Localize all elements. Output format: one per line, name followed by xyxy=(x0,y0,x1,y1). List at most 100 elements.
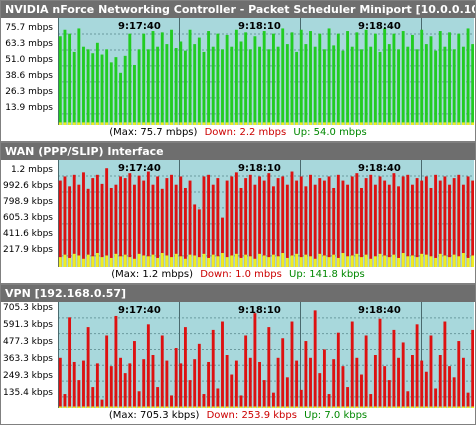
down-bar xyxy=(230,46,234,125)
up-bar xyxy=(183,258,187,267)
down-bar xyxy=(193,204,197,267)
down-bar xyxy=(207,31,211,125)
down-bar xyxy=(142,359,146,408)
up-bar xyxy=(174,406,178,408)
up-bar xyxy=(360,257,363,267)
up-bar xyxy=(434,122,438,125)
up-bar xyxy=(221,253,224,267)
up-bar xyxy=(109,406,113,408)
y-tick: 477.3 kbps xyxy=(3,337,53,347)
up-bar xyxy=(123,406,127,408)
up-bar xyxy=(443,406,447,408)
down-bar xyxy=(383,366,387,408)
up-bar xyxy=(258,406,261,408)
down-bar xyxy=(234,172,238,267)
down-bar xyxy=(360,49,363,125)
up-bar xyxy=(420,253,424,267)
down-bar xyxy=(341,366,345,408)
up-bar xyxy=(165,406,169,408)
down-bar xyxy=(415,178,419,267)
up-bar xyxy=(466,406,470,408)
up-bar xyxy=(290,122,294,125)
y-tick: 51.0 mbps xyxy=(5,55,53,65)
up-bar xyxy=(295,406,299,408)
down-bar xyxy=(276,46,280,125)
down-bar xyxy=(244,335,248,408)
up-bar xyxy=(170,257,173,267)
down-bar xyxy=(202,51,206,125)
down-bar xyxy=(281,338,285,408)
down-bar xyxy=(114,315,118,408)
up-bar xyxy=(415,257,419,267)
down-bar xyxy=(322,180,326,267)
up-bar xyxy=(332,406,336,408)
up-bar xyxy=(77,255,81,267)
down-bar xyxy=(165,178,169,267)
down-bar xyxy=(123,55,127,125)
up-bar xyxy=(146,406,150,408)
up-bar xyxy=(105,122,109,125)
up-bar xyxy=(68,406,72,408)
down-bar xyxy=(360,374,363,408)
down-bar xyxy=(299,389,303,408)
down-bar xyxy=(123,373,127,408)
down-bar xyxy=(336,332,340,408)
up-value: Up: 7.0 kbps xyxy=(304,410,368,421)
y-tick: 63.3 mbps xyxy=(5,39,53,49)
up-bar xyxy=(156,257,160,267)
down-bar xyxy=(369,46,373,125)
up-bar xyxy=(207,406,211,408)
up-bar xyxy=(276,406,280,408)
up-bar xyxy=(355,122,359,125)
up-bar xyxy=(156,122,160,125)
down-bar xyxy=(411,34,414,125)
up-bar xyxy=(355,253,359,267)
up-bar xyxy=(202,253,206,267)
up-bar xyxy=(128,257,132,267)
up-bar xyxy=(244,254,248,267)
down-bar xyxy=(466,392,470,408)
down-bar xyxy=(197,209,201,267)
up-bar xyxy=(452,122,456,125)
down-bar xyxy=(299,29,303,125)
down-bar xyxy=(72,361,76,408)
down-bar xyxy=(68,33,72,125)
down-bar xyxy=(373,355,377,408)
up-bar xyxy=(63,406,67,408)
down-bar xyxy=(105,335,109,408)
up-value: Up: 54.0 mbps xyxy=(293,127,367,138)
time-label: 9:17:40 xyxy=(118,21,161,32)
down-bar xyxy=(392,173,396,267)
up-bar xyxy=(383,255,387,267)
up-bar xyxy=(346,256,350,267)
up-bar xyxy=(86,254,90,267)
down-bar xyxy=(234,360,238,408)
down-bar xyxy=(216,178,220,267)
up-bar xyxy=(364,406,368,408)
up-bar xyxy=(193,255,197,267)
up-bar xyxy=(244,122,248,125)
up-bar xyxy=(276,256,280,267)
up-bar xyxy=(82,406,85,408)
up-bar xyxy=(281,122,285,125)
down-bar xyxy=(105,168,109,267)
down-bar xyxy=(183,187,187,267)
down-bar xyxy=(350,176,354,267)
down-bar xyxy=(202,176,206,267)
down-bar xyxy=(100,183,104,267)
down-bar xyxy=(211,184,215,267)
down-bar xyxy=(234,29,238,125)
down-bar xyxy=(281,176,285,267)
down-bar xyxy=(248,357,252,408)
up-bar xyxy=(197,406,201,408)
up-bar xyxy=(336,406,340,408)
down-bar xyxy=(207,361,211,408)
down-bar xyxy=(267,173,271,267)
down-bar xyxy=(151,184,155,267)
up-bar xyxy=(429,406,433,408)
up-bar xyxy=(448,257,451,267)
up-bar xyxy=(221,122,224,125)
up-bar xyxy=(392,122,396,125)
down-bar xyxy=(211,329,215,408)
down-bar xyxy=(346,184,350,267)
